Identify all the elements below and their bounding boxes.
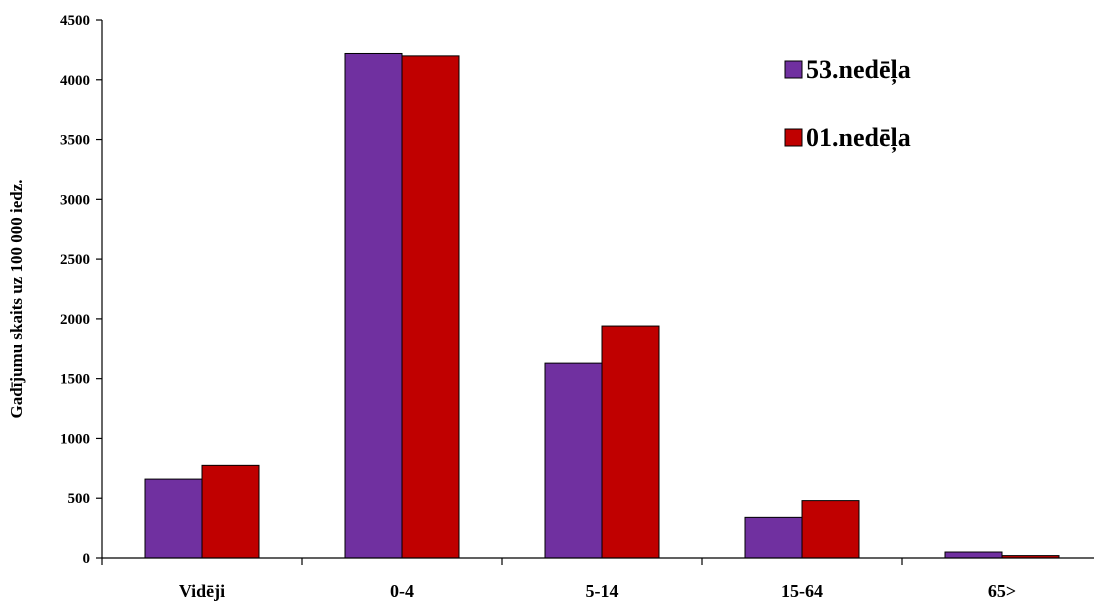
y-axis-title: Gadījumu skaits uz 100 000 iedz. (7, 180, 26, 419)
bar (944, 551, 1003, 559)
legend-swatch (784, 60, 803, 79)
x-category-label: Vidēji (179, 581, 225, 601)
legend-label: 53.nedēļa (806, 55, 911, 85)
x-category-label: 65> (988, 581, 1016, 601)
legend-label: 01.nedēļa (806, 123, 911, 153)
bar (801, 500, 860, 559)
y-tick-label: 3000 (60, 192, 90, 208)
y-axis-ticks: 0 500 1000 1500 2000 2500 3000 3500 4000 4500 (60, 13, 102, 567)
y-tick-label: 500 (68, 491, 91, 507)
x-category-label: 5-14 (586, 581, 619, 601)
bar (401, 55, 460, 559)
x-category-label: 15-64 (781, 581, 823, 601)
y-tick-label: 4000 (60, 73, 90, 89)
y-tick-label: 1000 (60, 431, 90, 447)
bar (344, 52, 403, 559)
legend-swatch (784, 128, 803, 147)
y-tick-label: 4500 (60, 13, 90, 29)
x-category-label: 0-4 (390, 581, 414, 601)
bar (744, 516, 803, 559)
y-tick-label: 2000 (60, 312, 90, 328)
bar (544, 362, 603, 559)
y-tick-label: 1500 (60, 372, 90, 388)
bar (201, 464, 260, 559)
bar (601, 325, 660, 559)
y-tick-label: 2500 (60, 252, 90, 268)
y-tick-label: 0 (83, 551, 91, 567)
bar (144, 478, 203, 559)
legend: 53.nedēļa 01.nedēļa (784, 55, 911, 153)
y-tick-label: 3500 (60, 133, 90, 149)
bars-group (144, 52, 1060, 559)
x-axis-ticks: Vidēji 0-4 5-14 15-64 65> (101, 558, 1016, 601)
